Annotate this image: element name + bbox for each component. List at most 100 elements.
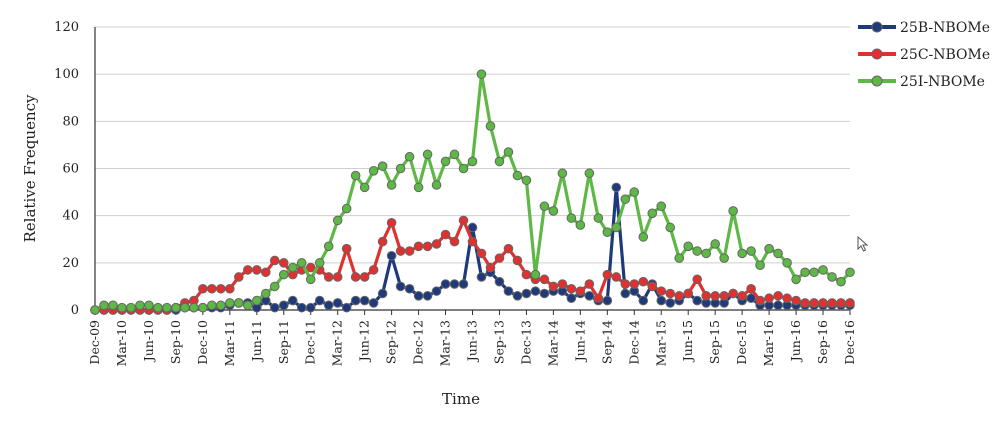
x-tick-label: Mar-14 [545,320,560,366]
data-point [485,121,496,131]
data-point [674,291,685,301]
data-point [773,248,783,259]
data-point [539,274,550,285]
data-point [368,166,379,176]
data-point [386,217,397,228]
data-point [512,170,523,181]
data-point [629,279,640,289]
legend-swatch-marker [871,75,883,87]
data-point [845,267,855,278]
data-point [189,302,199,313]
x-tick-label: Mar-15 [653,320,668,366]
y-tick-label: 0 [71,303,79,318]
data-point [548,281,559,292]
x-tick-label: Mar-12 [330,320,345,366]
data-point [512,291,523,301]
x-tick-label: Jun-11 [249,320,264,363]
data-point [476,248,487,259]
data-point [566,213,577,223]
data-point [692,274,703,285]
data-point [773,291,783,301]
data-point [485,262,496,273]
data-point [674,253,685,263]
data-point [225,298,235,308]
data-point [305,274,316,285]
data-point [692,246,703,256]
y-tick-label: 100 [54,67,79,82]
data-point [620,288,631,299]
y-tick-label: 20 [62,256,79,271]
series-25C-NBOMe [90,215,855,315]
data-point [746,293,756,304]
x-tick-label: Jun-14 [572,320,587,363]
data-point [287,262,298,273]
data-point [395,163,406,174]
data-point [602,295,613,306]
data-point [647,281,658,292]
y-tick-label: 80 [62,114,79,129]
data-point [323,241,334,252]
data-point [575,286,586,296]
data-point [737,291,747,301]
data-point [332,215,343,226]
data-point [638,276,649,287]
data-point [584,168,595,179]
data-point [836,276,846,287]
data-point [117,302,127,313]
data-point [332,298,343,308]
x-tick-label: Dec-13 [518,320,533,365]
data-point [575,220,586,230]
data-point [296,258,307,268]
data-point [755,260,765,270]
legend-label: 25I-NBOMe [900,74,985,90]
x-tick-label: Mar-11 [222,320,237,366]
data-point [737,248,747,259]
data-point [494,156,505,167]
x-tick-label: Dec-11 [303,320,318,365]
data-point [818,265,828,275]
data-point [368,298,379,308]
data-point [449,149,460,160]
data-point [467,236,478,247]
data-point [476,69,487,79]
data-point [665,298,676,308]
data-point [323,272,334,282]
data-point [458,215,469,226]
data-point [287,295,298,306]
data-point [323,300,334,311]
data-point [710,291,720,301]
x-tick-label: Sep-11 [276,320,291,364]
legend-label: 25C-NBOMe [900,47,990,63]
x-tick-label: Dec-14 [626,320,641,365]
data-point [413,182,424,193]
data-point [449,279,460,289]
x-tick-label: Mar-16 [761,320,776,366]
data-point [359,182,370,193]
data-point [611,222,622,233]
data-point [431,286,442,296]
data-point [251,295,262,306]
data-point [314,295,325,306]
data-point [422,149,433,160]
data-point [701,248,711,259]
x-tick-label: Dec-09 [87,320,102,365]
y-tick-label: 40 [62,209,79,224]
data-point [216,300,226,311]
data-point [494,276,505,287]
x-tick-label: Jun-15 [680,320,695,363]
data-point [404,246,415,256]
x-tick-label: Jun-13 [465,320,480,363]
data-point [818,298,828,308]
data-point [404,283,415,294]
data-point [683,288,694,299]
data-point [611,182,622,193]
data-point [791,274,801,285]
data-point [242,300,253,311]
data-point [566,283,577,294]
data-point [656,295,667,306]
data-point [359,295,370,306]
data-point [521,288,532,299]
data-point [530,286,541,296]
data-point [566,293,577,304]
data-point [602,227,613,237]
